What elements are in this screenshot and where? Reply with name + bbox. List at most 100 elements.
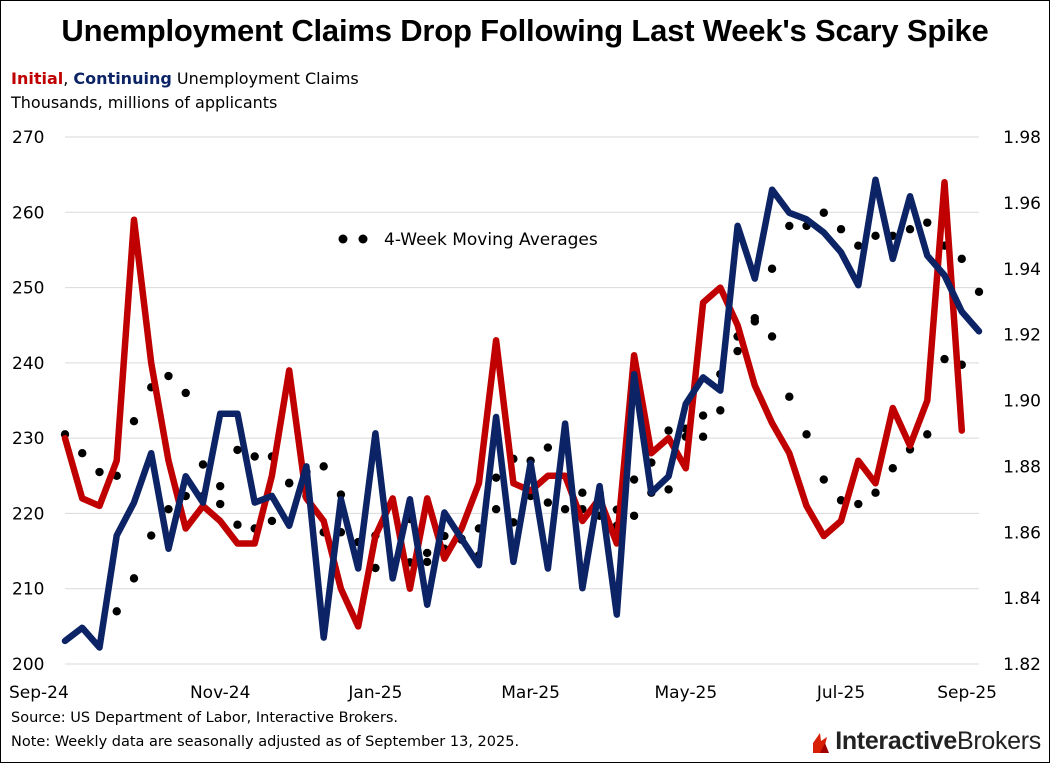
continuing-moving-average-dot bbox=[284, 478, 294, 488]
legend-dot-marker bbox=[358, 234, 368, 244]
continuing-moving-average-dot bbox=[974, 287, 984, 297]
continuing-moving-average-dot bbox=[716, 406, 725, 415]
logo-text-primary: Interactive bbox=[835, 727, 957, 755]
continuing-moving-average-dot bbox=[560, 504, 570, 514]
continuing-moving-average-dot bbox=[147, 531, 156, 540]
continuing-moving-average-dot bbox=[698, 432, 708, 441]
interactive-brokers-logo: Interactive Brokers bbox=[810, 727, 1041, 756]
legend-label: 4-Week Moving Averages bbox=[384, 230, 598, 250]
initial-moving-average-dot bbox=[491, 473, 501, 482]
initial-moving-average-dot bbox=[543, 443, 553, 452]
right-axis-tick-label: 1.86 bbox=[1003, 523, 1041, 543]
right-axis-tick-label: 1.94 bbox=[1003, 260, 1041, 280]
initial-moving-average-dot bbox=[629, 475, 639, 484]
x-axis-tick-label: Mar-25 bbox=[501, 683, 560, 703]
right-axis-tick-label: 1.96 bbox=[1003, 194, 1041, 214]
continuing-moving-average-dot bbox=[923, 218, 932, 227]
initial-moving-average-dot bbox=[198, 460, 208, 469]
initial-moving-average-dot bbox=[164, 371, 173, 381]
left-axis-tick-label: 210 bbox=[12, 580, 44, 600]
initial-moving-average-dot bbox=[940, 354, 949, 364]
continuing-moving-average-dot bbox=[871, 231, 880, 241]
continuing-moving-average-dot bbox=[629, 511, 639, 520]
subtitle-initial: Initial bbox=[11, 69, 64, 88]
initial-moving-average-dot bbox=[267, 516, 277, 526]
continuing-moving-average-dot bbox=[957, 254, 966, 264]
left-axis-tick-label: 260 bbox=[12, 203, 44, 223]
source-note: Source: US Department of Labor, Interact… bbox=[11, 710, 398, 726]
left-axis-tick-label: 200 bbox=[12, 655, 44, 675]
continuing-claims-line bbox=[61, 176, 983, 651]
continuing-moving-average-dot bbox=[112, 607, 121, 616]
left-axis-tick-label: 250 bbox=[12, 279, 44, 299]
initial-claims-line bbox=[61, 178, 966, 630]
initial-moving-average-dot bbox=[181, 388, 190, 398]
brokers-flame-icon bbox=[813, 732, 830, 753]
initial-moving-average-dot bbox=[854, 499, 863, 509]
initial-moving-average-dot bbox=[819, 475, 828, 484]
initial-moving-average-dot bbox=[888, 464, 897, 473]
subtitle-separator: , bbox=[63, 69, 74, 88]
initial-moving-average-dot bbox=[802, 430, 811, 439]
continuing-moving-average-dot bbox=[422, 557, 432, 567]
right-axis-tick-label: 1.92 bbox=[1003, 326, 1041, 346]
continuing-moving-average-dot bbox=[233, 445, 242, 455]
right-axis-tick-label: 1.88 bbox=[1003, 457, 1041, 477]
continuing-moving-average-dot bbox=[836, 225, 846, 234]
initial-moving-average-dot bbox=[336, 490, 346, 499]
initial-moving-average-dot bbox=[578, 488, 587, 497]
initial-moving-average-dot bbox=[233, 520, 242, 529]
x-axis-tick-label: May-25 bbox=[655, 683, 718, 703]
x-axis-tick-label: Jul-25 bbox=[816, 683, 865, 703]
x-axis-tick-label: Jan-25 bbox=[347, 683, 402, 703]
continuing-moving-average-dot bbox=[785, 221, 794, 231]
left-axis-tick-label: 230 bbox=[12, 429, 44, 449]
continuing-moving-average-dot bbox=[164, 504, 173, 514]
continuing-moving-average-dot bbox=[854, 241, 863, 250]
initial-moving-average-dot bbox=[216, 499, 225, 509]
subtitle-rest: Unemployment Claims bbox=[171, 69, 359, 88]
continuing-moving-average-dot bbox=[819, 208, 828, 217]
initial-moving-average-dot bbox=[129, 417, 139, 426]
continuing-moving-average-dot bbox=[250, 452, 259, 461]
initial-moving-average-dot bbox=[785, 392, 794, 401]
initial-moving-average-dot bbox=[767, 332, 777, 341]
continuing-moving-average-dot bbox=[905, 225, 915, 234]
initial-moving-average-dot bbox=[319, 462, 328, 471]
continuing-moving-average-dot bbox=[767, 264, 777, 273]
right-axis-tick-label: 1.98 bbox=[1003, 128, 1041, 148]
continuing-moving-average-dot bbox=[491, 504, 501, 514]
continuing-moving-average-dot bbox=[543, 498, 553, 507]
left-axis-tick-label: 270 bbox=[12, 128, 44, 148]
chart-title: Unemployment Claims Drop Following Last … bbox=[61, 13, 989, 48]
continuing-moving-average-dot bbox=[733, 346, 742, 356]
left-axis-tick-label: 240 bbox=[12, 354, 44, 374]
continuing-moving-average-dot bbox=[750, 313, 760, 323]
right-axis-tick-label: 1.84 bbox=[1003, 589, 1041, 609]
initial-moving-average-dot bbox=[371, 563, 380, 573]
x-axis-tick-label: Nov-24 bbox=[190, 683, 251, 703]
initial-moving-average-dot bbox=[422, 548, 432, 558]
logo-text-secondary: Brokers bbox=[956, 727, 1041, 755]
initial-moving-average-dot bbox=[871, 488, 880, 497]
right-axis-tick-label: 1.90 bbox=[1003, 392, 1041, 412]
initial-moving-average-dot bbox=[95, 467, 104, 477]
right-axis-tick-label: 1.82 bbox=[1003, 655, 1041, 675]
initial-moving-average-dot bbox=[923, 430, 932, 439]
legend-dot-marker bbox=[338, 234, 348, 244]
chart-subtitle: Initial, Continuing Unemployment Claims bbox=[11, 69, 359, 88]
x-axis-tick-label: Sep-25 bbox=[937, 683, 997, 703]
subtitle-continuing: Continuing bbox=[73, 69, 172, 88]
initial-moving-average-dot bbox=[664, 426, 673, 435]
left-axis-tick-label: 220 bbox=[12, 504, 44, 524]
footnote: Note: Weekly data are seasonally adjuste… bbox=[11, 734, 520, 750]
x-axis-tick-label: Sep-24 bbox=[9, 683, 69, 703]
continuing-moving-average-dot bbox=[129, 574, 139, 583]
units-label: Thousands, millions of applicants bbox=[11, 93, 278, 112]
initial-moving-average-dot bbox=[698, 411, 708, 420]
initial-moving-average-dot bbox=[78, 449, 87, 458]
continuing-moving-average-dot bbox=[216, 481, 225, 491]
continuing-moving-average-dot bbox=[664, 485, 673, 494]
